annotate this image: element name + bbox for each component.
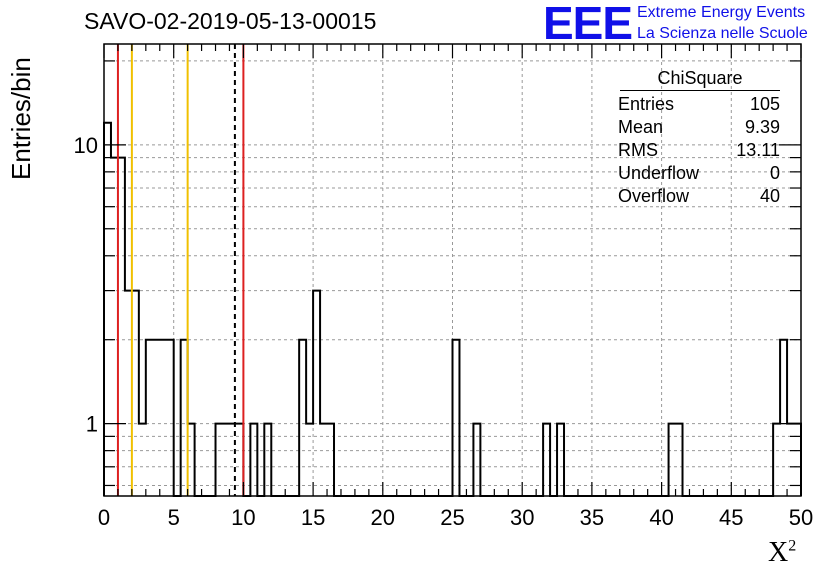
x-tick-label: 30	[510, 505, 534, 530]
chart-title: SAVO-02-2019-05-13-00015	[84, 8, 377, 34]
logo-line-2: La Scienza nelle Scuole	[637, 25, 808, 42]
x-tick-label: 35	[580, 505, 604, 530]
x-tick-label: 0	[98, 505, 110, 530]
x-tick-label: 40	[649, 505, 673, 530]
stats-box: ChiSquare Entries 105 Mean 9.39 RMS 13.11 U…	[610, 68, 780, 208]
x-tick-label: 25	[440, 505, 464, 530]
x-tick-label: 20	[371, 505, 395, 530]
stats-row: Underflow 0	[618, 163, 780, 183]
stats-row: Overflow 40	[618, 186, 780, 206]
x-tick-label: 50	[789, 505, 813, 530]
stats-title: ChiSquare	[620, 68, 780, 91]
logo-line-1: Extreme Energy Events	[637, 4, 806, 21]
y-tick-label: 10	[74, 133, 98, 158]
x-tick-label: 5	[168, 505, 180, 530]
x-tick-label: 45	[719, 505, 743, 530]
y-tick-label: 1	[86, 412, 98, 437]
x-axis-label: X2	[768, 537, 797, 568]
x-tick-label: 10	[231, 505, 255, 530]
x-tick-label: 15	[301, 505, 325, 530]
stats-row: Mean 9.39	[618, 117, 780, 137]
stats-row: RMS 13.11	[618, 140, 780, 160]
y-axis-label: Entries/bin	[6, 57, 36, 180]
eee-logo: EEE	[543, 0, 633, 49]
stats-row: Entries 105	[618, 94, 780, 114]
